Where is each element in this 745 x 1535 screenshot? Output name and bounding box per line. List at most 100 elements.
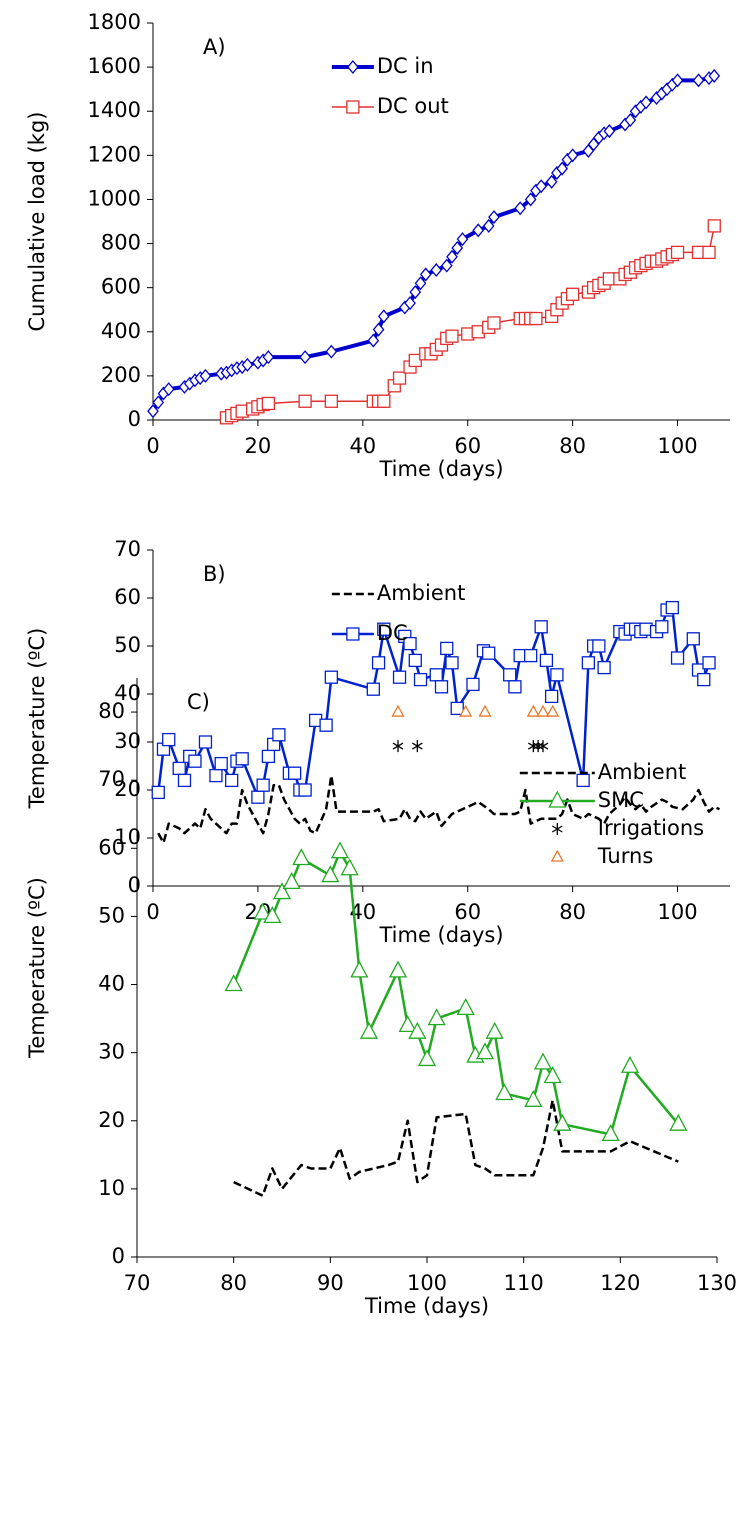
marker bbox=[427, 1008, 446, 1026]
marker bbox=[162, 732, 176, 747]
marker bbox=[556, 161, 568, 176]
marker bbox=[367, 333, 380, 348]
marker bbox=[408, 1021, 427, 1039]
y-tick-label: 50 bbox=[98, 903, 125, 927]
marker bbox=[445, 656, 459, 670]
marker bbox=[671, 73, 684, 88]
marker bbox=[459, 704, 473, 717]
marker bbox=[529, 311, 543, 326]
x-tick-label: 90 bbox=[317, 1271, 344, 1295]
series-line bbox=[226, 225, 715, 419]
marker bbox=[702, 656, 716, 670]
marker bbox=[597, 660, 611, 675]
marker bbox=[665, 600, 679, 615]
marker bbox=[287, 766, 302, 780]
marker bbox=[655, 620, 669, 634]
marker bbox=[350, 960, 369, 978]
y-tick-label: 10 bbox=[98, 1176, 125, 1200]
marker bbox=[670, 245, 685, 260]
marker bbox=[503, 668, 517, 682]
marker bbox=[409, 285, 422, 300]
marker bbox=[388, 960, 408, 978]
y-tick-label: 80 bbox=[98, 699, 125, 723]
y-axis-label: Temperature (ºC) bbox=[25, 628, 49, 810]
marker bbox=[466, 677, 480, 692]
marker bbox=[214, 756, 228, 771]
marker bbox=[392, 670, 407, 684]
x-tick-label: 100 bbox=[657, 434, 697, 458]
x-tick-label: 100 bbox=[657, 900, 697, 924]
marker bbox=[417, 1049, 437, 1067]
x-tick-label: 60 bbox=[454, 434, 481, 458]
marker bbox=[359, 1021, 379, 1039]
marker bbox=[272, 882, 292, 900]
marker bbox=[624, 113, 637, 128]
legend-label: SMC bbox=[598, 788, 644, 812]
legend-marker bbox=[347, 59, 359, 75]
marker bbox=[392, 740, 404, 753]
x-tick-label: 70 bbox=[124, 1271, 151, 1295]
marker bbox=[697, 672, 711, 687]
marker bbox=[413, 672, 428, 687]
marker bbox=[340, 858, 359, 876]
marker bbox=[419, 267, 432, 282]
marker bbox=[485, 1021, 504, 1039]
marker bbox=[707, 219, 721, 233]
legend-marker bbox=[550, 849, 564, 862]
marker bbox=[147, 404, 159, 419]
marker bbox=[686, 632, 700, 646]
marker bbox=[235, 752, 249, 766]
marker bbox=[553, 1113, 572, 1131]
legend-label: DC out bbox=[377, 94, 449, 118]
y-tick-label: 60 bbox=[114, 585, 141, 609]
marker bbox=[225, 773, 239, 788]
marker bbox=[151, 785, 165, 800]
x-tick-label: 130 bbox=[697, 1271, 737, 1295]
marker bbox=[640, 95, 652, 110]
y-tick-label: 200 bbox=[101, 363, 141, 387]
marker bbox=[524, 1089, 543, 1107]
marker bbox=[261, 396, 276, 411]
marker bbox=[377, 622, 391, 636]
y-tick-label: 1200 bbox=[88, 142, 141, 166]
marker bbox=[545, 689, 559, 704]
marker bbox=[253, 902, 272, 920]
x-tick-label: 80 bbox=[559, 900, 586, 924]
marker bbox=[546, 704, 560, 717]
marker bbox=[152, 395, 165, 410]
y-axis-label: Temperature (ºC) bbox=[25, 877, 49, 1059]
marker bbox=[366, 682, 380, 696]
marker bbox=[456, 232, 469, 247]
legend-label: Ambient bbox=[377, 581, 465, 605]
marker bbox=[536, 704, 550, 717]
y-tick-label: 600 bbox=[101, 275, 141, 299]
x-axis-label: Time (days) bbox=[378, 457, 503, 481]
y-tick-label: 400 bbox=[101, 319, 141, 343]
marker bbox=[533, 1052, 553, 1070]
y-tick-label: 1000 bbox=[88, 186, 141, 210]
marker bbox=[539, 653, 554, 668]
marker bbox=[177, 773, 192, 788]
marker bbox=[581, 656, 596, 670]
marker bbox=[299, 350, 311, 365]
marker bbox=[251, 790, 265, 804]
series-line bbox=[233, 1099, 679, 1197]
marker bbox=[262, 350, 275, 365]
marker bbox=[537, 740, 549, 753]
x-tick-label: 40 bbox=[349, 434, 376, 458]
marker bbox=[592, 639, 606, 653]
marker bbox=[199, 368, 212, 383]
legend-label: Turns bbox=[597, 844, 653, 868]
y-tick-label: 1400 bbox=[88, 98, 141, 122]
x-tick-label: 0 bbox=[146, 434, 159, 458]
marker bbox=[430, 263, 443, 278]
x-tick-label: 120 bbox=[600, 1271, 640, 1295]
y-tick-label: 70 bbox=[114, 537, 141, 561]
marker bbox=[292, 848, 311, 866]
x-tick-label: 110 bbox=[504, 1271, 544, 1295]
marker bbox=[482, 646, 496, 660]
marker bbox=[324, 670, 338, 684]
panel-label: B) bbox=[203, 562, 226, 586]
x-tick-label: 80 bbox=[220, 1271, 247, 1295]
marker bbox=[514, 201, 527, 216]
